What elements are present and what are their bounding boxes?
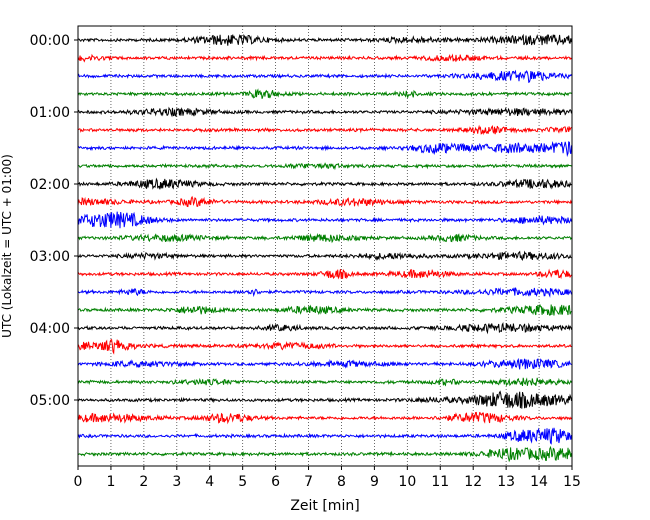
trace-0545 (77, 445, 572, 463)
x-axis: 0 1 2 3 4 5 6 7 8 9 10 11 12 13 14 15 (74, 466, 581, 490)
y-tick-label: 00:00 (30, 33, 70, 49)
trace-0530 (77, 427, 572, 445)
y-tick-label: 05:00 (30, 393, 70, 409)
x-tick-label: 3 (172, 474, 181, 490)
trace-0000 (77, 33, 572, 46)
x-tick-label: 10 (398, 474, 416, 490)
x-tick-label: 1 (106, 474, 115, 490)
trace-0445 (77, 377, 572, 387)
trace-0115 (77, 124, 572, 136)
x-tick-label: 7 (304, 474, 313, 490)
trace-0230 (77, 211, 572, 229)
x-axis-label: Zeit [min] (290, 498, 359, 514)
trace-0215 (77, 195, 572, 208)
trace-0030 (77, 69, 572, 84)
trace-0245 (77, 232, 572, 244)
trace-0300 (77, 250, 572, 261)
trace-0145 (77, 162, 572, 171)
x-tick-label: 0 (74, 474, 83, 490)
trace-0330 (77, 287, 572, 298)
y-tick-label: 04:00 (30, 321, 70, 337)
trace-0200 (77, 177, 572, 190)
x-tick-label: 2 (139, 474, 148, 490)
x-tick-label: 6 (271, 474, 280, 490)
x-tick-label: 5 (238, 474, 247, 490)
trace-0345 (77, 303, 572, 316)
x-gridlines (110, 26, 540, 466)
trace-0400 (77, 321, 572, 335)
trace-0415 (77, 338, 572, 355)
seismic-traces (77, 33, 572, 463)
x-tick-label: 4 (205, 474, 214, 490)
trace-0500 (77, 390, 572, 409)
y-tick-label: 02:00 (30, 177, 70, 193)
y-tick-label: 01:00 (30, 105, 70, 121)
x-tick-label: 15 (563, 474, 581, 490)
trace-0130 (77, 140, 572, 158)
trace-0430 (77, 357, 572, 370)
trace-0515 (77, 411, 572, 425)
trace-0045 (77, 88, 572, 99)
x-tick-label: 8 (337, 474, 346, 490)
y-axis: 00:00 01:00 02:00 03:00 04:00 05:00 (30, 33, 78, 409)
x-tick-label: 12 (464, 474, 482, 490)
x-tick-label: 11 (431, 474, 449, 490)
y-axis-label: UTC (Lokalzeit = UTC + 01:00) (0, 154, 14, 338)
x-tick-label: 14 (530, 474, 548, 490)
plot-frame (77, 25, 573, 467)
y-tick-label: 03:00 (30, 249, 70, 265)
x-tick-label: 13 (497, 474, 515, 490)
trace-0315 (77, 268, 572, 280)
trace-0100 (77, 106, 572, 118)
trace-0015 (77, 53, 572, 63)
x-tick-label: 9 (370, 474, 379, 490)
